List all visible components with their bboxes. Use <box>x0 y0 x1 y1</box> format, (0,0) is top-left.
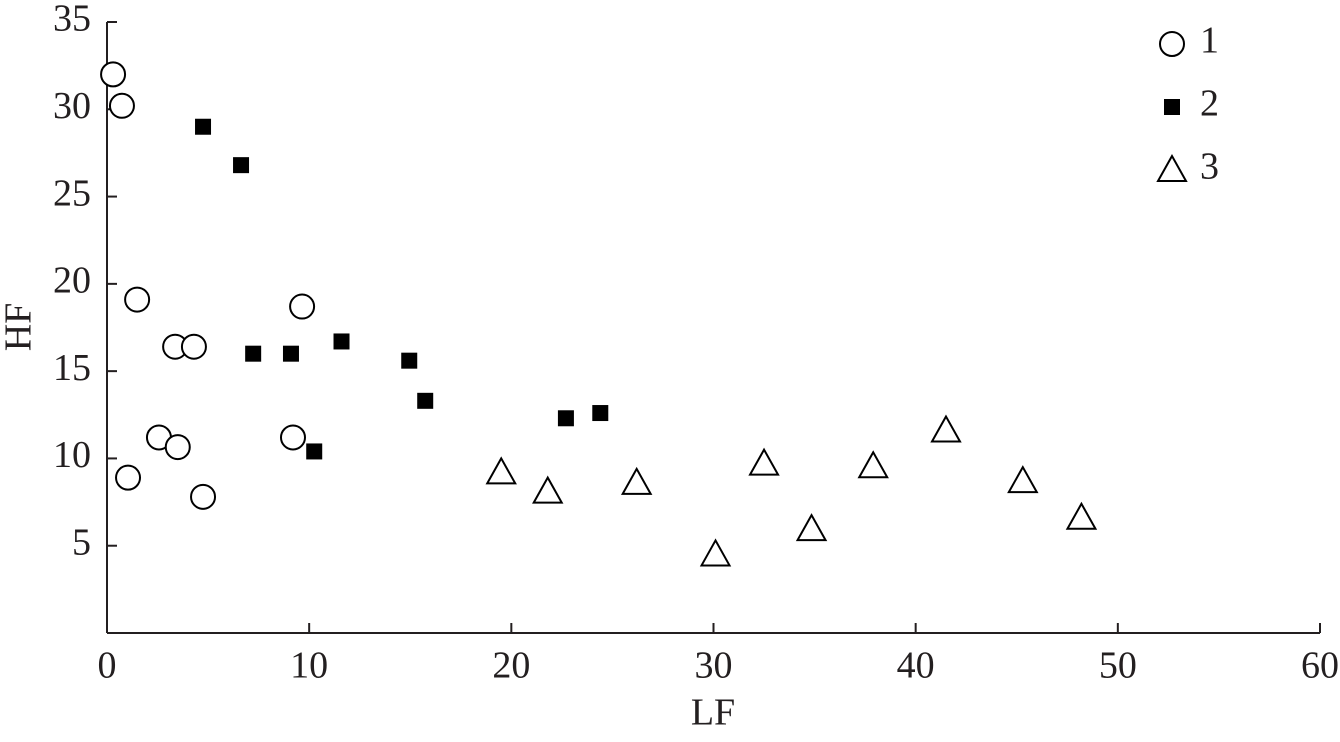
point <box>857 450 889 479</box>
y-axis-label: HF <box>0 303 40 352</box>
legend-marker <box>1156 153 1188 182</box>
point <box>180 333 207 360</box>
y-tick-label: 25 <box>53 172 91 214</box>
point <box>190 483 217 510</box>
point <box>417 392 434 409</box>
legend-label: 1 <box>1200 20 1219 62</box>
point <box>699 538 732 567</box>
point <box>592 405 609 422</box>
y-tick-label: 35 <box>53 0 91 40</box>
legend-marker <box>1164 99 1180 115</box>
y-tick-label: 30 <box>53 85 91 127</box>
point <box>124 286 151 313</box>
point <box>108 92 135 119</box>
point <box>532 475 564 504</box>
legend-label: 3 <box>1200 146 1219 188</box>
point <box>795 513 828 542</box>
point <box>748 447 780 476</box>
point <box>930 414 962 443</box>
point <box>115 464 142 491</box>
y-tick-label: 5 <box>72 521 91 563</box>
y-tick-label: 20 <box>53 260 91 302</box>
x-axis-label: LF <box>691 692 735 734</box>
point <box>289 293 316 320</box>
point <box>245 345 262 362</box>
point <box>282 345 299 362</box>
point <box>1065 501 1098 530</box>
point <box>485 456 517 485</box>
legend-label: 2 <box>1200 83 1219 125</box>
y-tick-label: 15 <box>53 347 91 389</box>
x-tick-label: 30 <box>695 645 733 687</box>
point <box>279 424 306 451</box>
x-tick-label: 60 <box>1301 645 1339 687</box>
point <box>1007 465 1039 494</box>
point <box>164 434 191 461</box>
point <box>401 352 418 369</box>
point <box>195 118 212 135</box>
x-tick-label: 10 <box>290 645 328 687</box>
x-tick-label: 0 <box>98 645 117 687</box>
point <box>233 157 250 174</box>
point <box>333 333 350 350</box>
x-tick-label: 50 <box>1099 645 1137 687</box>
x-tick-label: 40 <box>897 645 935 687</box>
point <box>100 61 127 88</box>
point <box>620 466 653 495</box>
point <box>557 410 574 427</box>
x-tick-label: 20 <box>492 645 530 687</box>
legend-marker <box>1159 31 1185 57</box>
y-tick-label: 10 <box>53 434 91 476</box>
point <box>306 443 323 460</box>
